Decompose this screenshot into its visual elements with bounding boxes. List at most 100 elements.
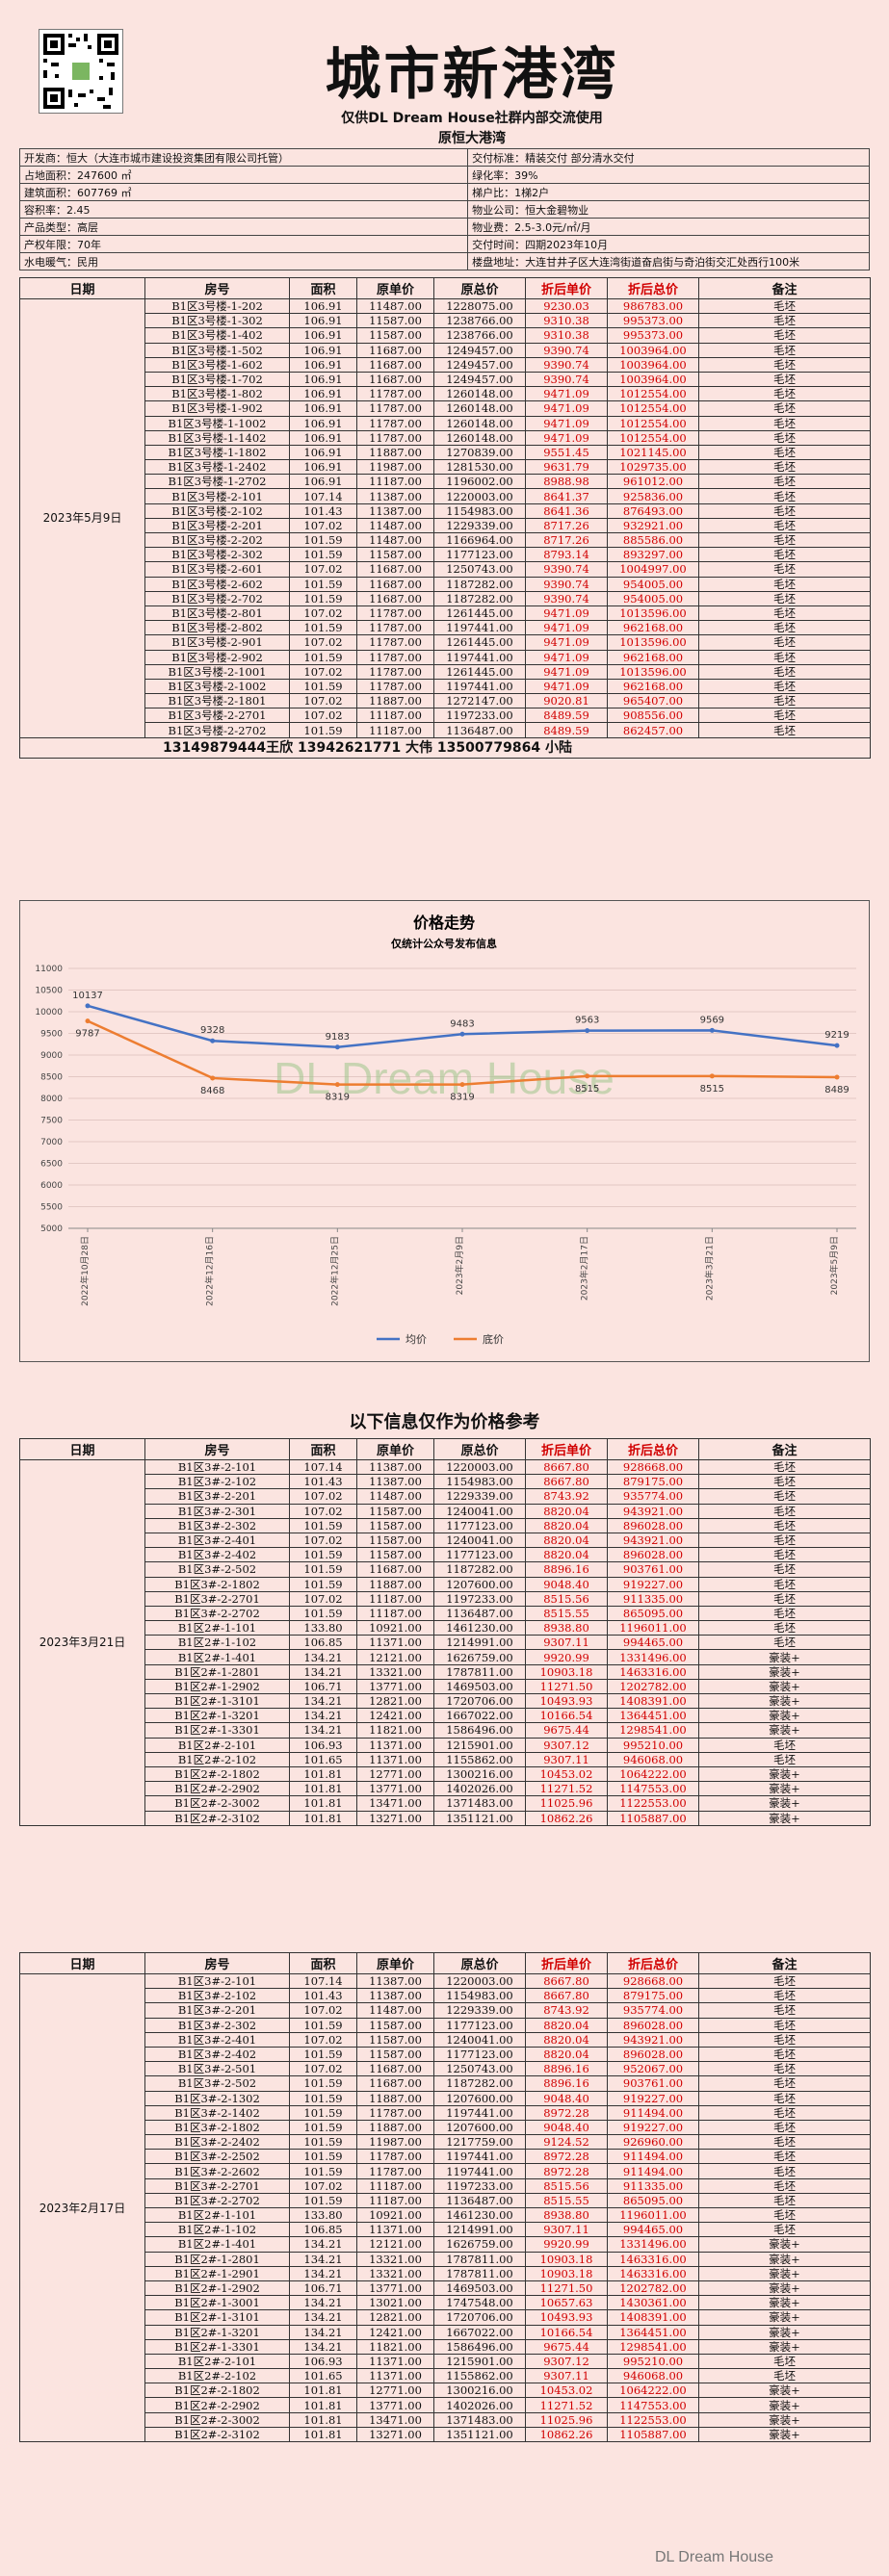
remark: 豪装+ <box>698 1708 871 1724</box>
table-row: B1区2#-2-3102 101.81 13271.00 1351121.00 1086… <box>20 1810 871 1826</box>
discount-unit-price: 8820.04 <box>525 1532 608 1549</box>
discount-unit-price: 9471.09 <box>525 678 608 695</box>
discount-total-price: 995210.00 <box>607 2353 699 2370</box>
discount-unit-price: 9471.09 <box>525 634 608 651</box>
discount-total-price: 961012.00 <box>607 474 699 490</box>
original-total-price: 1229339.00 <box>433 517 526 534</box>
discount-unit-price: 8820.04 <box>525 2031 608 2048</box>
area: 106.71 <box>289 2280 357 2297</box>
table-row: B1区3#-2-2402 101.59 11987.00 1217759.00 9124… <box>20 2134 871 2151</box>
y-tick-label: 8000 <box>40 1095 63 1104</box>
column-header: 原总价 <box>433 1952 526 1974</box>
original-total-price: 1261445.00 <box>433 634 526 651</box>
remark: 豪装+ <box>698 1810 871 1826</box>
info-cell: 物业费：2.5-3.0元/㎡/月 <box>467 218 870 236</box>
area: 101.59 <box>289 590 357 606</box>
table-row: B1区3#-2-402 101.59 11587.00 1177123.00 8820.… <box>20 1547 871 1563</box>
original-unit-price: 13771.00 <box>356 1678 434 1695</box>
area: 134.21 <box>289 2338 357 2355</box>
original-unit-price: 11371.00 <box>356 2353 434 2370</box>
contacts: 13149879444王欣 13942621771 大伟 13500779864… <box>19 736 871 759</box>
area: 101.59 <box>289 2134 357 2151</box>
discount-unit-price: 8489.59 <box>525 708 608 724</box>
room-number: B1区3#-2-2701 <box>144 1590 290 1607</box>
table-row: B1区2#-1-101 133.80 10921.00 1461230.00 8938.… <box>20 2206 871 2224</box>
discount-total-price: 1012554.00 <box>607 400 699 417</box>
remark: 毛坯 <box>698 1576 871 1592</box>
remark: 毛坯 <box>698 531 871 549</box>
table-row: B1区3号楼-2-2702 101.59 11187.00 1136487.00 848… <box>20 722 871 738</box>
room-number: B1区3号楼-2-302 <box>144 547 290 563</box>
discount-unit-price: 10862.26 <box>525 1810 608 1826</box>
discount-total-price: 865095.00 <box>607 1605 699 1622</box>
room-number: B1区3#-2-201 <box>144 1488 290 1505</box>
discount-total-price: 1013596.00 <box>607 634 699 651</box>
discount-unit-price: 8667.80 <box>525 1458 608 1476</box>
discount-unit-price: 9675.44 <box>525 2338 608 2355</box>
original-unit-price: 11587.00 <box>356 2017 434 2033</box>
original-total-price: 1667022.00 <box>433 2324 526 2340</box>
room-number: B1区3#-2-401 <box>144 1532 290 1549</box>
room-number: B1区3号楼-2-801 <box>144 605 290 622</box>
remark: 毛坯 <box>698 502 871 519</box>
original-unit-price: 11787.00 <box>356 605 434 622</box>
original-total-price: 1220003.00 <box>433 488 526 504</box>
area: 107.02 <box>289 708 357 724</box>
discount-unit-price: 9390.74 <box>525 590 608 606</box>
column-header: 折后总价 <box>607 1952 699 1974</box>
discount-total-price: 1012554.00 <box>607 429 699 446</box>
table-row: B1区3号楼-1-402 106.91 11587.00 1238766.00 9310… <box>20 327 871 344</box>
x-tick-label: 2023年5月9日 <box>828 1236 840 1295</box>
discount-total-price: 926960.00 <box>607 2134 699 2151</box>
table-row: B1区3#-2-2502 101.59 11787.00 1197441.00 8972… <box>20 2149 871 2165</box>
table-row: B1区2#-1-102 106.85 11371.00 1214991.00 9307.… <box>20 2222 871 2238</box>
room-number: B1区3号楼-2-201 <box>144 517 290 534</box>
area: 106.85 <box>289 2222 357 2238</box>
discount-total-price: 911335.00 <box>607 1590 699 1607</box>
table-row: B1区2#-2-2902 101.81 13771.00 1402026.00 1127… <box>20 2397 871 2413</box>
original-unit-price: 10921.00 <box>356 1620 434 1636</box>
discount-unit-price: 10166.54 <box>525 2324 608 2340</box>
data-point <box>459 1082 465 1088</box>
original-unit-price: 11787.00 <box>356 386 434 402</box>
discount-total-price: 1298541.00 <box>607 2338 699 2355</box>
original-total-price: 1166964.00 <box>433 531 526 549</box>
discount-total-price: 1021145.00 <box>607 444 699 461</box>
y-tick-label: 5000 <box>40 1224 63 1234</box>
area: 101.59 <box>289 531 357 549</box>
room-number: B1区3号楼-1-1002 <box>144 415 290 431</box>
discount-total-price: 995373.00 <box>607 327 699 344</box>
discount-total-price: 885586.00 <box>607 531 699 549</box>
original-total-price: 1667022.00 <box>433 1708 526 1724</box>
info-cell: 容积率：2.45 <box>18 200 469 219</box>
discount-unit-price: 8667.80 <box>525 1972 608 1990</box>
original-unit-price: 13321.00 <box>356 2251 434 2267</box>
discount-unit-price: 10453.02 <box>525 2383 608 2399</box>
original-unit-price: 11387.00 <box>356 488 434 504</box>
info-cell: 产权年限：70年 <box>18 235 469 253</box>
room-number: B1区3#-2-401 <box>144 2031 290 2048</box>
remark: 毛坯 <box>698 2134 871 2151</box>
area: 133.80 <box>289 2206 357 2224</box>
table-row: B1区3#-2-201 107.02 11487.00 1229339.00 8743.… <box>20 2002 871 2019</box>
area: 107.02 <box>289 1532 357 1549</box>
table-row: B1区3号楼-1-1802 106.91 11887.00 1270839.00 955… <box>20 444 871 461</box>
remark: 毛坯 <box>698 1474 871 1490</box>
data-point <box>334 1082 340 1088</box>
discount-unit-price: 9048.40 <box>525 2090 608 2106</box>
area: 134.21 <box>289 1722 357 1739</box>
discount-unit-price: 9307.11 <box>525 1751 608 1767</box>
discount-total-price: 919227.00 <box>607 2119 699 2136</box>
data-label: 9328 <box>200 1025 224 1036</box>
original-unit-price: 12821.00 <box>356 2309 434 2326</box>
room-number: B1区2#-2-3002 <box>144 1795 290 1812</box>
remark: 毛坯 <box>698 2222 871 2238</box>
discount-unit-price: 11271.52 <box>525 1781 608 1797</box>
discount-total-price: 903761.00 <box>607 1561 699 1578</box>
remark: 毛坯 <box>698 2017 871 2033</box>
area: 101.81 <box>289 2383 357 2399</box>
original-unit-price: 12821.00 <box>356 1692 434 1710</box>
original-unit-price: 11387.00 <box>356 1988 434 2004</box>
original-unit-price: 12771.00 <box>356 2383 434 2399</box>
data-label: 8489 <box>824 1085 849 1095</box>
